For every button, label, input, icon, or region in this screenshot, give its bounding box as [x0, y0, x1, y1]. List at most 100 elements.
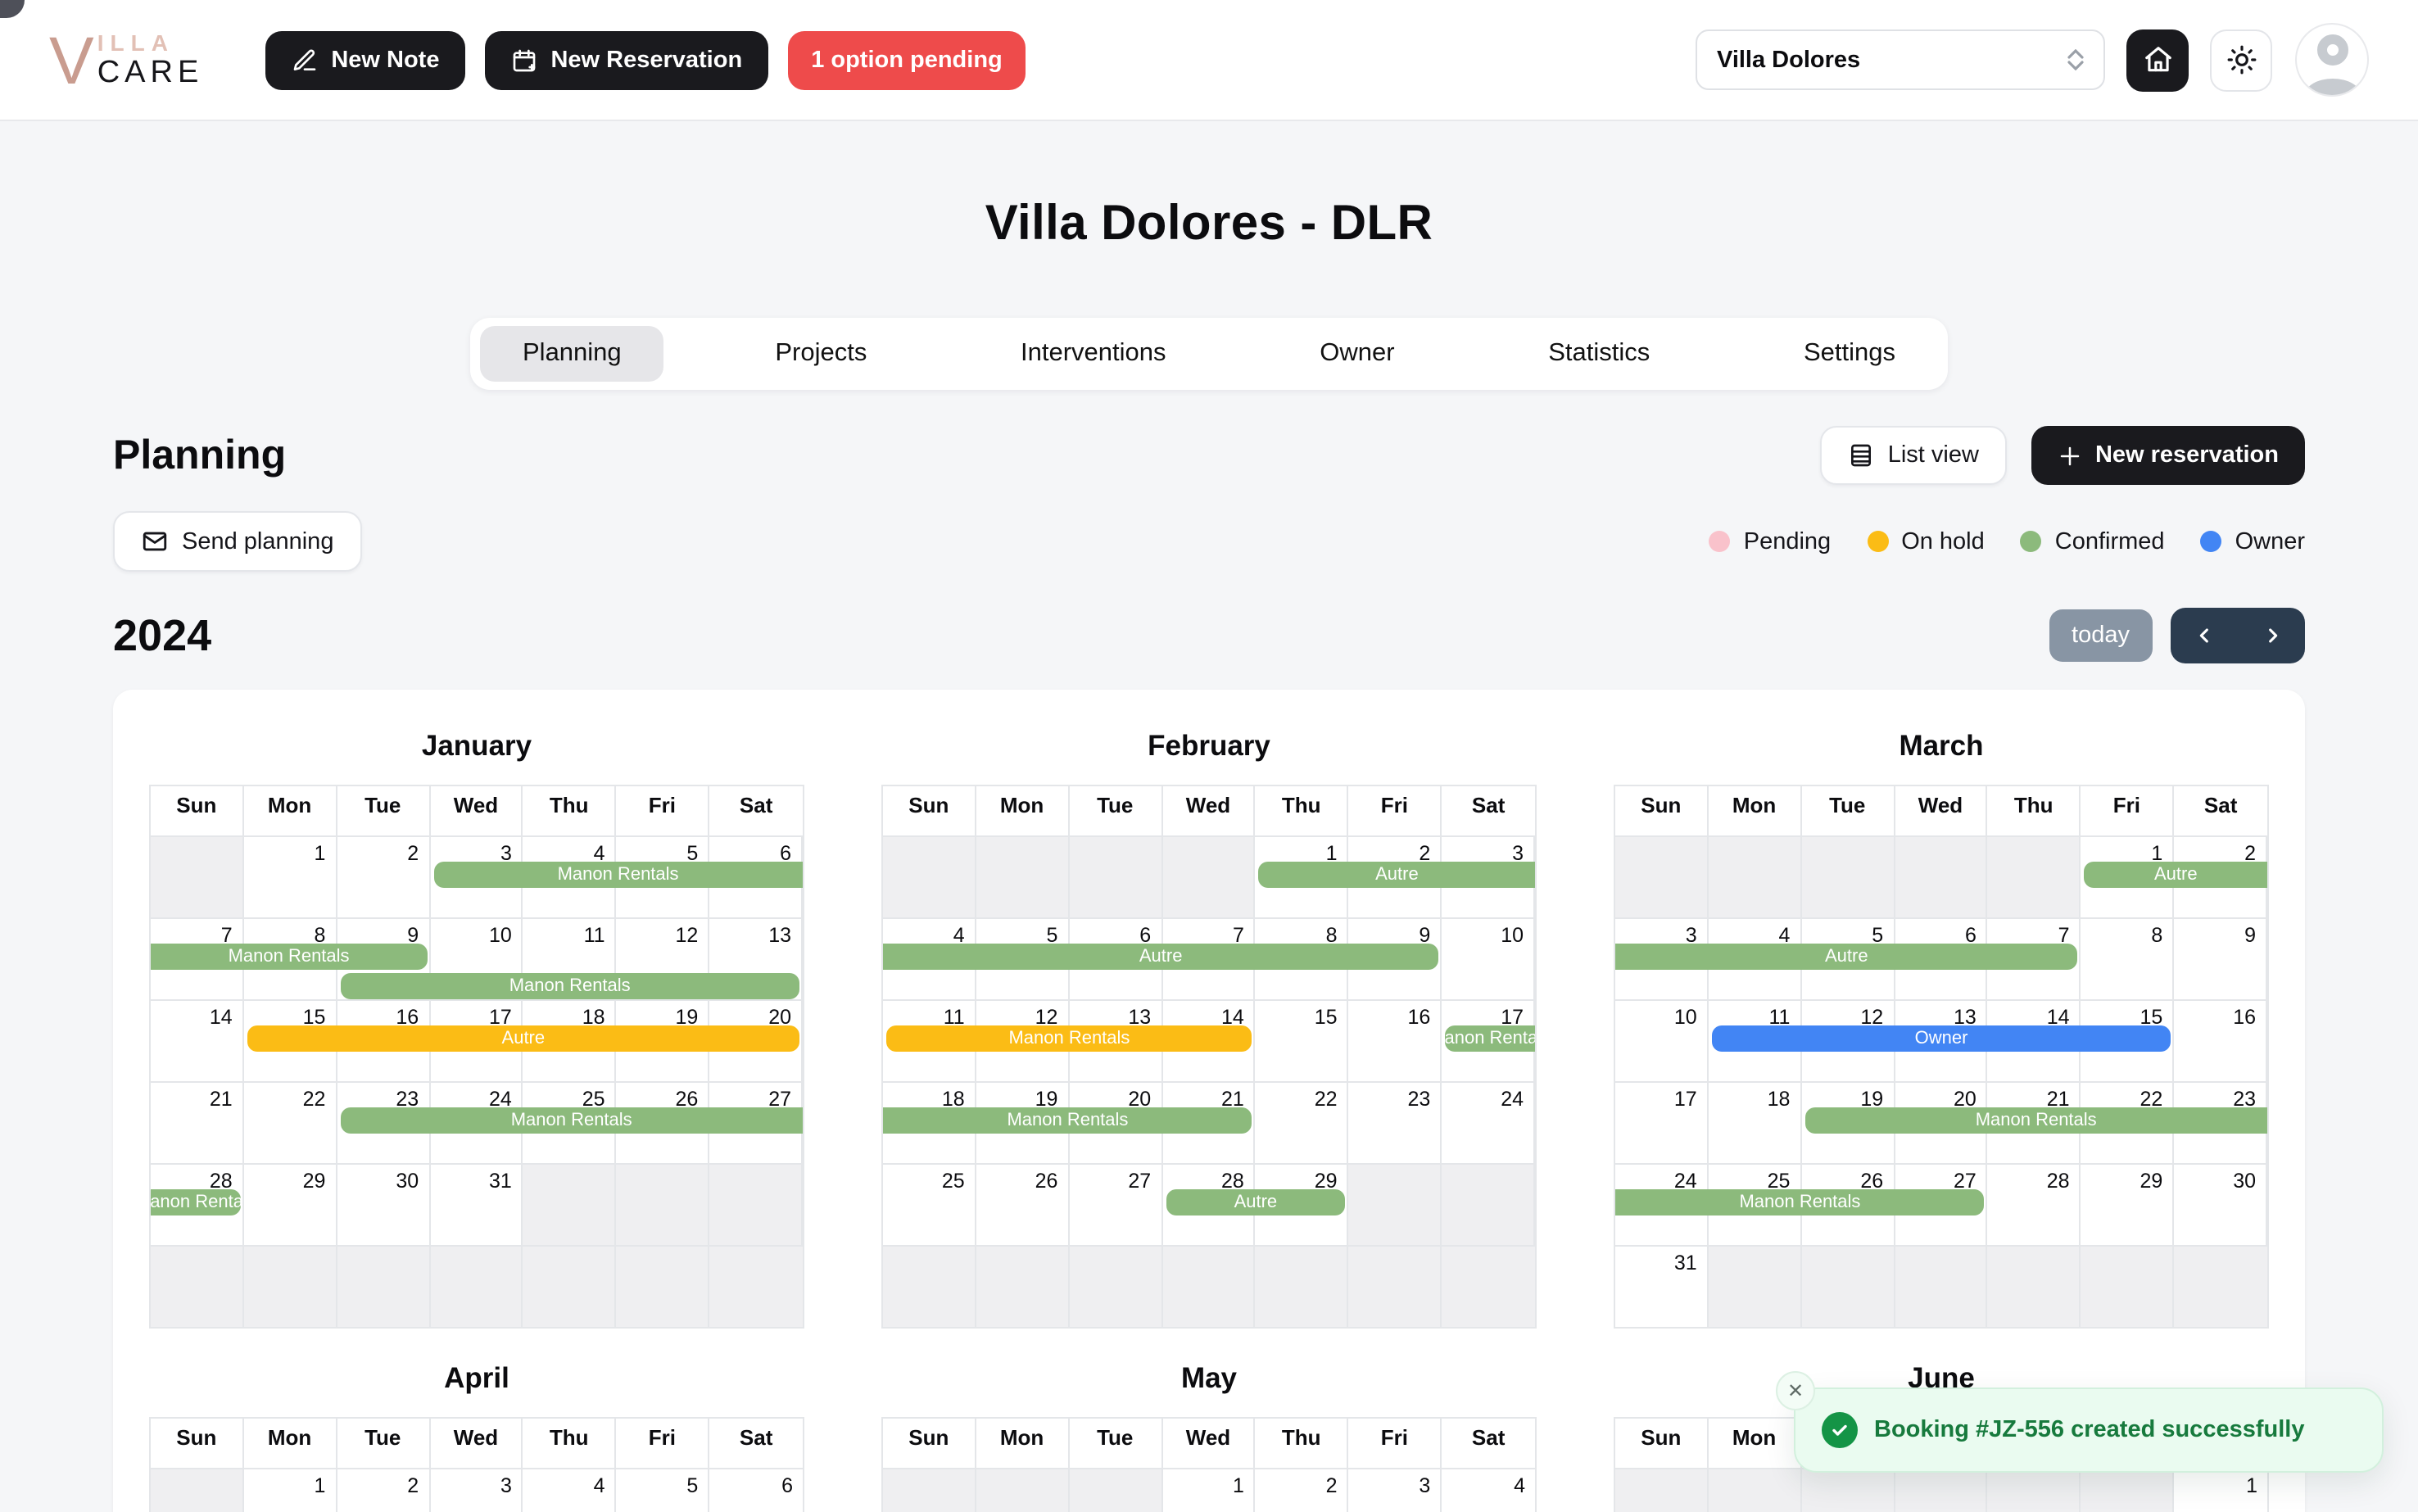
day-cell [523, 1247, 617, 1329]
day-cell[interactable]: 30 [337, 1165, 431, 1247]
weekday-header: Tue [1801, 786, 1895, 837]
toast-close-button[interactable]: ✕ [1776, 1371, 1815, 1410]
status-legend: Pending On hold Confirmed Owner [1709, 528, 2305, 555]
day-cell [883, 837, 976, 919]
day-cell[interactable]: 14 [151, 1001, 244, 1083]
day-cell[interactable]: 3 [1348, 1469, 1442, 1512]
booking-bar-owner[interactable]: Owner [1711, 1025, 2171, 1052]
booking-bar-confirmed[interactable]: Manon Rentals [1804, 1107, 2267, 1134]
booking-bar-confirmed[interactable]: Autre [2084, 862, 2267, 888]
day-cell[interactable]: 2 [1255, 1469, 1349, 1512]
tab-planning[interactable]: Planning [480, 326, 664, 382]
day-cell[interactable]: 3 [430, 1469, 523, 1512]
booking-bar-confirmed[interactable]: Manon Rentals [151, 944, 428, 970]
weekday-header: Mon [976, 1419, 1070, 1469]
new-note-button[interactable]: New Note [265, 30, 466, 89]
day-cell[interactable]: 25 [883, 1165, 976, 1247]
booking-bar-onhold[interactable]: Manon Rentals [886, 1025, 1252, 1052]
day-cell[interactable]: 1 [1162, 1469, 1256, 1512]
booking-bar-confirmed[interactable]: Manon Rentals [1615, 1189, 1985, 1215]
tab-statistics[interactable]: Statistics [1506, 326, 1692, 382]
day-cell[interactable]: 1 [243, 837, 337, 919]
tab-settings[interactable]: Settings [1761, 326, 1938, 382]
weekday-header: Wed [430, 786, 523, 837]
day-cell[interactable]: 10 [1442, 919, 1535, 1001]
new-reservation-nav-button[interactable]: New Reservation [485, 30, 769, 89]
day-cell[interactable]: 6 [709, 1469, 803, 1512]
tab-owner[interactable]: Owner [1277, 326, 1437, 382]
weekday-header: Sat [1442, 1419, 1535, 1469]
day-cell [976, 1469, 1070, 1512]
day-cell[interactable]: 22 [243, 1083, 337, 1165]
plus-icon [2058, 443, 2082, 468]
prev-button[interactable] [2171, 608, 2238, 663]
next-button[interactable] [2238, 608, 2305, 663]
user-avatar[interactable] [2295, 23, 2369, 97]
tab-projects[interactable]: Projects [732, 326, 909, 382]
send-planning-button[interactable]: Send planning [113, 511, 362, 572]
weekday-header: Sun [151, 1419, 244, 1469]
day-cell[interactable]: 17 [1615, 1083, 1709, 1165]
booking-bar-confirmed[interactable]: Manon Rentals [1445, 1025, 1535, 1052]
day-cell [976, 837, 1070, 919]
day-cell[interactable]: 2 [337, 1469, 431, 1512]
booking-bar-confirmed[interactable]: Manon Rentals [340, 973, 799, 999]
new-reservation-label: New reservation [2094, 442, 2279, 469]
booking-bar-confirmed[interactable]: Manon Rentals [340, 1107, 803, 1134]
day-cell[interactable]: 24 [1442, 1083, 1535, 1165]
main-tabs: Planning Projects Interventions Owner Statis… [470, 318, 1948, 390]
villa-care-logo[interactable]: V ILLA CARE [49, 26, 203, 93]
day-cell [1442, 1165, 1535, 1247]
booking-bar-confirmed[interactable]: Autre [1258, 862, 1535, 888]
page-title: Villa Dolores - DLR [985, 197, 1433, 251]
day-cell[interactable]: 16 [2174, 1001, 2267, 1083]
day-cell[interactable]: 21 [151, 1083, 244, 1165]
booking-bar-confirmed[interactable]: Manon Rentals [433, 862, 803, 888]
day-cell[interactable]: 26 [976, 1165, 1070, 1247]
day-cell[interactable]: 10 [1615, 1001, 1709, 1083]
booking-bar-confirmed[interactable]: Manon Rentals [151, 1189, 241, 1215]
weekday-header: Sat [1442, 786, 1535, 837]
day-cell[interactable]: 9 [2174, 919, 2267, 1001]
list-view-button[interactable]: List view [1820, 426, 2007, 485]
option-pending-badge-button[interactable]: 1 option pending [788, 30, 1026, 89]
day-cell[interactable]: 5 [616, 1469, 710, 1512]
booking-bar-onhold[interactable]: Autre [247, 1025, 799, 1052]
theme-toggle-button[interactable] [2210, 29, 2272, 91]
day-cell[interactable]: 1 [243, 1469, 337, 1512]
day-cell[interactable]: 30 [2174, 1165, 2267, 1247]
booking-bar-confirmed[interactable]: Autre [1615, 944, 2078, 970]
day-cell[interactable]: 2 [337, 837, 431, 919]
property-select[interactable]: Villa Dolores [1696, 29, 2105, 90]
day-cell[interactable]: 4 [1442, 1469, 1535, 1512]
property-select-value: Villa Dolores [1717, 47, 1861, 73]
booking-bar-confirmed[interactable]: Autre [1166, 1189, 1346, 1215]
day-cell[interactable]: 23 [1348, 1083, 1442, 1165]
mail-icon [141, 527, 169, 555]
day-cell[interactable]: 15 [1255, 1001, 1349, 1083]
day-cell [976, 1247, 1070, 1329]
booking-bar-confirmed[interactable]: Autre [883, 944, 1439, 970]
day-cell[interactable]: 8 [2081, 919, 2175, 1001]
today-button[interactable]: today [2049, 609, 2153, 662]
legend-label: Owner [2235, 528, 2305, 555]
day-cell[interactable]: 29 [243, 1165, 337, 1247]
day-cell[interactable]: 31 [1615, 1247, 1709, 1329]
day-cell[interactable]: 27 [1069, 1165, 1163, 1247]
day-cell[interactable]: 28 [1987, 1165, 2081, 1247]
month-nav-group [2171, 608, 2305, 663]
tab-interventions[interactable]: Interventions [978, 326, 1209, 382]
day-cell[interactable]: 18 [1708, 1083, 1802, 1165]
new-reservation-button[interactable]: New reservation [2031, 426, 2305, 485]
day-cell[interactable]: 22 [1255, 1083, 1349, 1165]
day-cell[interactable]: 16 [1348, 1001, 1442, 1083]
day-cell[interactable]: 4 [523, 1469, 617, 1512]
booking-bar-confirmed[interactable]: Manon Rentals [883, 1107, 1252, 1134]
day-cell[interactable]: 1 [2174, 1469, 2267, 1512]
day-cell[interactable]: 29 [2081, 1165, 2175, 1247]
day-cell [1069, 1469, 1163, 1512]
day-cell[interactable]: 31 [430, 1165, 523, 1247]
home-button[interactable] [2126, 29, 2189, 91]
day-cell [1895, 837, 1988, 919]
month-february: February Sun Mon Tue Wed Thu Fri Sat 1 2 3 Autre 4 5 6… [881, 729, 1537, 1329]
